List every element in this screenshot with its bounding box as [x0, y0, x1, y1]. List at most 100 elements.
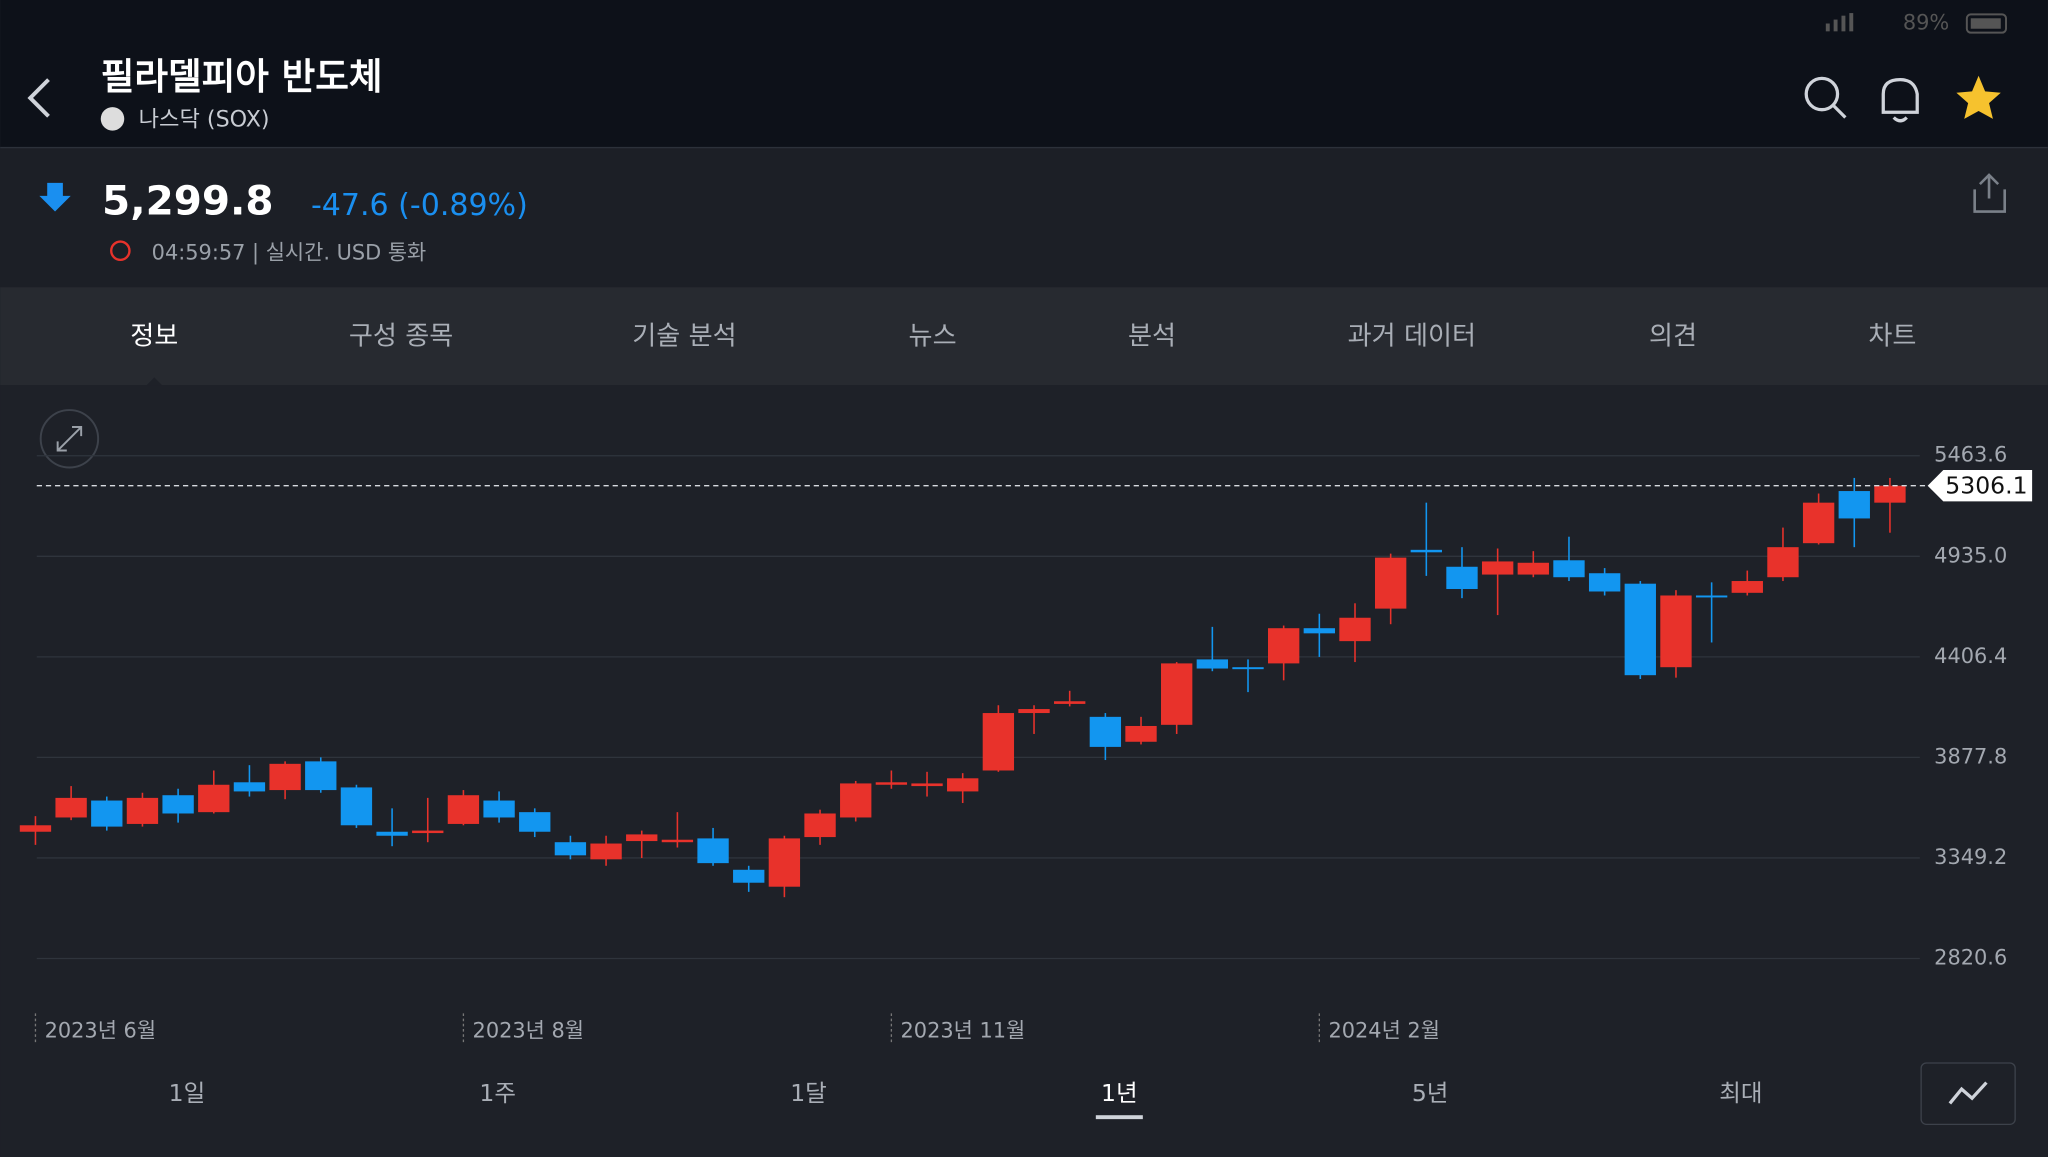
last-price-label: 5306.1	[1945, 472, 2027, 500]
title: 필라델피아 반도체	[101, 55, 383, 98]
candle-body	[1695, 595, 1728, 598]
candle-body	[1731, 581, 1763, 593]
candle-body	[519, 812, 551, 832]
candle-body	[840, 783, 872, 818]
candle-body	[875, 782, 908, 785]
range-button[interactable]: 1주	[479, 1079, 516, 1107]
candle-body	[483, 800, 515, 818]
range-button[interactable]: 1달	[790, 1079, 827, 1107]
candle-body	[269, 763, 301, 791]
expand-button[interactable]	[39, 409, 100, 469]
candle-body	[947, 778, 979, 792]
down-arrow	[39, 182, 71, 212]
candle-body	[1624, 583, 1656, 676]
chart-style-icon	[1948, 1081, 1988, 1105]
y-tick-label: 2820.6	[1934, 946, 2007, 970]
price-change: -47.6 (-0.89%)	[311, 188, 528, 223]
range-button[interactable]: 1일	[169, 1079, 206, 1107]
candle-body	[982, 713, 1015, 771]
candle-body	[768, 838, 801, 887]
candle-body	[1232, 667, 1264, 670]
header-bg	[0, 0, 2048, 148]
x-tick-label: 2023년 6월	[45, 1019, 156, 1043]
candle-body	[1767, 547, 1799, 578]
candle-body	[1125, 725, 1157, 742]
status-icons	[1825, 13, 2007, 34]
flag-icon	[100, 107, 125, 131]
candle-body	[376, 831, 408, 836]
tab[interactable]: 기술 분석	[632, 321, 736, 351]
candle-body	[340, 787, 373, 826]
tab[interactable]: 구성 종목	[349, 321, 453, 351]
candle-body	[1588, 573, 1621, 592]
candle-body	[1874, 485, 1906, 503]
candle-body	[911, 783, 943, 787]
candle-body	[590, 843, 622, 860]
tab[interactable]: 분석	[1128, 321, 1176, 351]
clock-icon	[110, 240, 131, 262]
y-tick-label: 4406.4	[1934, 644, 2007, 668]
candle-body	[1268, 628, 1300, 664]
favorite-button[interactable]	[1956, 75, 2001, 119]
candle-body	[1303, 628, 1336, 634]
quote-bg	[0, 147, 2048, 288]
tab[interactable]: 의견	[1649, 321, 1697, 351]
tab[interactable]: 뉴스	[909, 321, 957, 351]
candle-body	[1517, 562, 1549, 575]
candle-body	[1089, 716, 1122, 747]
candle-body	[1054, 701, 1086, 704]
range-button[interactable]: 1년	[1101, 1079, 1138, 1107]
y-tick-label: 3349.2	[1934, 845, 2007, 869]
x-tick-label: 2024년 2월	[1328, 1019, 1439, 1043]
candle-body	[55, 797, 87, 818]
tab[interactable]: 차트	[1868, 321, 1916, 351]
back-button[interactable]	[27, 78, 50, 118]
y-tick-label: 5463.6	[1934, 443, 2007, 467]
candle-body	[1838, 491, 1870, 519]
candle-body	[233, 782, 266, 792]
tab[interactable]: 정보	[130, 321, 178, 351]
tab[interactable]: 과거 데이터	[1348, 321, 1476, 351]
x-tick-label: 2023년 8월	[473, 1019, 584, 1043]
chart-bg	[0, 385, 2048, 1157]
quote-time: 04:59:57 | 실시간. USD 통화	[152, 240, 427, 265]
candle-body	[1161, 663, 1193, 725]
candle-body	[1553, 560, 1585, 578]
candle-body	[626, 834, 658, 842]
candle-body	[305, 761, 337, 791]
search-button[interactable]	[1804, 76, 1847, 119]
price: 5,299.8	[102, 177, 274, 225]
share-button[interactable]	[1973, 173, 2007, 213]
candle-body	[1410, 549, 1442, 553]
candle-body	[198, 784, 230, 813]
range-button[interactable]: 최대	[1719, 1079, 1762, 1107]
candle-body	[661, 839, 694, 843]
candle-body	[1374, 557, 1407, 609]
candle-body	[1196, 659, 1229, 669]
candle-body	[162, 795, 194, 814]
candle-body	[554, 842, 587, 856]
range-underline	[1095, 1115, 1143, 1120]
candle-body	[1446, 566, 1478, 590]
expand-icon	[56, 426, 83, 452]
alert-button[interactable]	[1881, 78, 1919, 123]
candle-body	[1481, 561, 1514, 575]
candle-body	[126, 797, 159, 824]
exchange: 나스닥 (SOX)	[139, 107, 270, 133]
candle-body	[412, 830, 444, 834]
range-button[interactable]: 5년	[1412, 1079, 1449, 1107]
candle-body	[733, 869, 765, 883]
candle-body	[804, 813, 836, 838]
candle-body	[447, 795, 480, 824]
y-tick-label: 4935.0	[1934, 543, 2007, 567]
candle-body	[1339, 617, 1371, 642]
chart-style-button[interactable]	[1920, 1062, 2016, 1126]
x-tick-label: 2023년 11월	[901, 1019, 1026, 1043]
last-price-tag	[1927, 470, 2033, 502]
y-tick-label: 3877.8	[1934, 744, 2007, 768]
tab-indicator	[146, 377, 163, 386]
candle-body	[1018, 709, 1050, 714]
tabs-bg	[0, 287, 2048, 386]
